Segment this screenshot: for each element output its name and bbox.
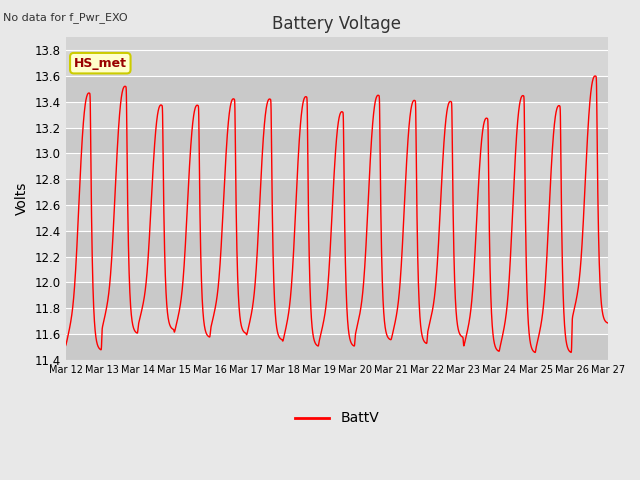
Bar [66, 179, 608, 205]
Bar [66, 282, 608, 308]
Text: HS_met: HS_met [74, 57, 127, 70]
Bar [66, 205, 608, 231]
Legend: BattV: BattV [289, 406, 385, 431]
Title: Battery Voltage: Battery Voltage [272, 15, 401, 33]
Bar [66, 257, 608, 282]
Bar [66, 154, 608, 179]
Y-axis label: Volts: Volts [15, 182, 29, 215]
Bar [66, 334, 608, 360]
Bar [66, 50, 608, 76]
Bar [66, 76, 608, 102]
Text: No data for f_Pwr_EXO: No data for f_Pwr_EXO [3, 12, 128, 23]
Bar [66, 308, 608, 334]
Bar [66, 128, 608, 154]
Bar [66, 231, 608, 257]
Bar [66, 102, 608, 128]
